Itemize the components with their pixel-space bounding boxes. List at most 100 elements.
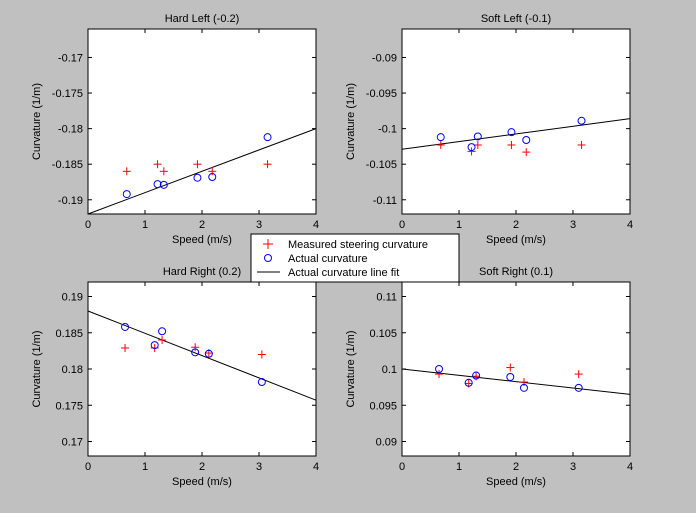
y-tick-label: -0.11 — [373, 195, 397, 207]
y-tick-label: 0.175 — [55, 400, 83, 412]
x-tick-label: 3 — [570, 461, 576, 473]
actual-point — [574, 383, 583, 392]
y-tick-label: -0.19 — [58, 195, 83, 207]
measured-point — [159, 167, 168, 176]
measured-point — [153, 160, 162, 169]
y-axis-label-hard-right: Curvature (1/m) — [31, 330, 43, 407]
y-tick-label: -0.095 — [366, 88, 397, 100]
legend-item-actual: Actual curvature — [264, 253, 367, 265]
actual-point — [263, 133, 272, 142]
legend: Measured steering curvature Actual curva… — [250, 233, 460, 283]
x-tick-label: 3 — [256, 219, 262, 231]
measured-point — [158, 336, 167, 344]
measured-point — [577, 140, 586, 149]
measured-point — [121, 343, 130, 352]
x-tick-label: 2 — [199, 219, 205, 231]
y-tick-label: -0.17 — [58, 52, 83, 64]
measured-point — [435, 370, 444, 379]
measured-point — [193, 160, 202, 169]
y-tick-label: 0.11 — [376, 292, 397, 304]
actual-point — [464, 378, 473, 387]
y-axis-label-soft-right: Curvature (1/m) — [345, 330, 357, 407]
axes-hard-right: 0 1 2 3 4 0.19 0.185 0.18 0.175 0.17 Hard Right (0… — [31, 266, 319, 488]
y-tick-label: 0.09 — [376, 437, 397, 449]
actual-point — [204, 349, 213, 358]
legend-label-measured: Measured steering curvature — [288, 239, 428, 251]
axes-soft-right: 0 1 2 3 4 0.11 0.105 0.1 0.095 0.09 Soft Right (0.… — [345, 266, 633, 488]
legend-box — [250, 233, 460, 283]
actual-point — [519, 383, 528, 392]
x-tick-label: 3 — [570, 219, 576, 231]
legend-item-measured: Measured steering curvature — [263, 239, 428, 251]
x-tick-label: 3 — [256, 461, 262, 473]
chart-title-hard-right: Hard Right (0.2) — [163, 266, 241, 278]
fit-line-soft-left — [401, 118, 631, 150]
x-tick-label: 1 — [456, 461, 462, 473]
actual-point — [191, 348, 200, 357]
legend-item-fit: Actual curvature line fit — [257, 267, 399, 279]
x-tick-label: 2 — [199, 461, 205, 473]
actual-point — [153, 180, 162, 189]
x-tick-label: 4 — [627, 219, 633, 231]
chart-title-soft-right: Soft Right (0.1) — [479, 266, 553, 278]
actual-point — [122, 190, 131, 199]
plot-area-hard-right — [87, 281, 317, 457]
axes-soft-left: 0 1 2 3 4 -0.09 -0.095 -0.1 -0.105 -0.11 Soft Left… — [345, 13, 633, 246]
chart-title-hard-left: Hard Left (-0.2) — [165, 13, 240, 25]
x-tick-label: 0 — [399, 461, 405, 473]
x-tick-label: 2 — [513, 461, 519, 473]
x-axis-label-hard-right: Speed (m/s) — [172, 476, 232, 488]
chart-title-soft-left: Soft Left (-0.1) — [481, 13, 551, 25]
x-tick-label: 4 — [627, 461, 633, 473]
actual-point — [208, 173, 217, 181]
measured-point — [436, 140, 445, 149]
actual-point — [159, 180, 168, 189]
y-tick-label: 0.1 — [382, 364, 397, 376]
measured-point — [191, 343, 200, 352]
actual-point — [193, 173, 202, 182]
x-axis-label-hard-left: Speed (m/s) — [172, 234, 232, 246]
x-tick-label: 0 — [399, 219, 405, 231]
actual-point — [435, 365, 444, 373]
measured-point — [473, 140, 482, 149]
y-tick-label: -0.175 — [52, 88, 83, 100]
y-axis-label-hard-left: Curvature (1/m) — [31, 83, 43, 160]
y-tick-label: -0.1 — [378, 124, 397, 136]
axes-hard-left: 0 1 2 3 4 -0.17 -0.175 -0.18 -0.185 -0.19 Hard Lef… — [31, 13, 319, 246]
actual-point — [150, 341, 159, 350]
measured-point — [257, 350, 266, 359]
x-tick-label: 4 — [313, 461, 319, 473]
plot-area-soft-left — [401, 28, 631, 215]
actual-point — [522, 136, 531, 144]
fit-line-hard-right — [87, 310, 317, 401]
x-tick-label: 1 — [142, 461, 148, 473]
measured-point — [506, 363, 515, 372]
measured-point — [574, 370, 583, 379]
y-tick-label: 0.185 — [55, 328, 83, 340]
plot-area-soft-right — [401, 281, 631, 457]
y-tick-label: 0.18 — [62, 364, 83, 376]
actual-point — [473, 132, 482, 141]
y-tick-label: 0.17 — [62, 437, 83, 449]
y-axis-label-soft-left: Curvature (1/m) — [345, 83, 357, 160]
x-axis-label-soft-left: Speed (m/s) — [486, 234, 546, 246]
actual-point — [158, 327, 167, 336]
measured-point — [263, 160, 272, 169]
plot-area-hard-left — [87, 28, 317, 215]
y-tick-label: 0.095 — [369, 400, 397, 412]
actual-point — [257, 378, 266, 387]
actual-point — [436, 133, 445, 142]
actual-point — [506, 372, 515, 381]
y-tick-label: 0.19 — [62, 292, 83, 304]
actual-point — [467, 143, 476, 152]
actual-point — [472, 371, 481, 380]
actual-point — [121, 322, 130, 331]
x-tick-label: 0 — [85, 461, 91, 473]
legend-label-fit: Actual curvature line fit — [288, 267, 399, 279]
x-tick-label: 1 — [142, 219, 148, 231]
measured-point — [122, 167, 131, 176]
y-tick-label: -0.105 — [366, 159, 397, 171]
y-tick-label: -0.09 — [372, 52, 397, 64]
fit-line-hard-left — [87, 128, 317, 215]
